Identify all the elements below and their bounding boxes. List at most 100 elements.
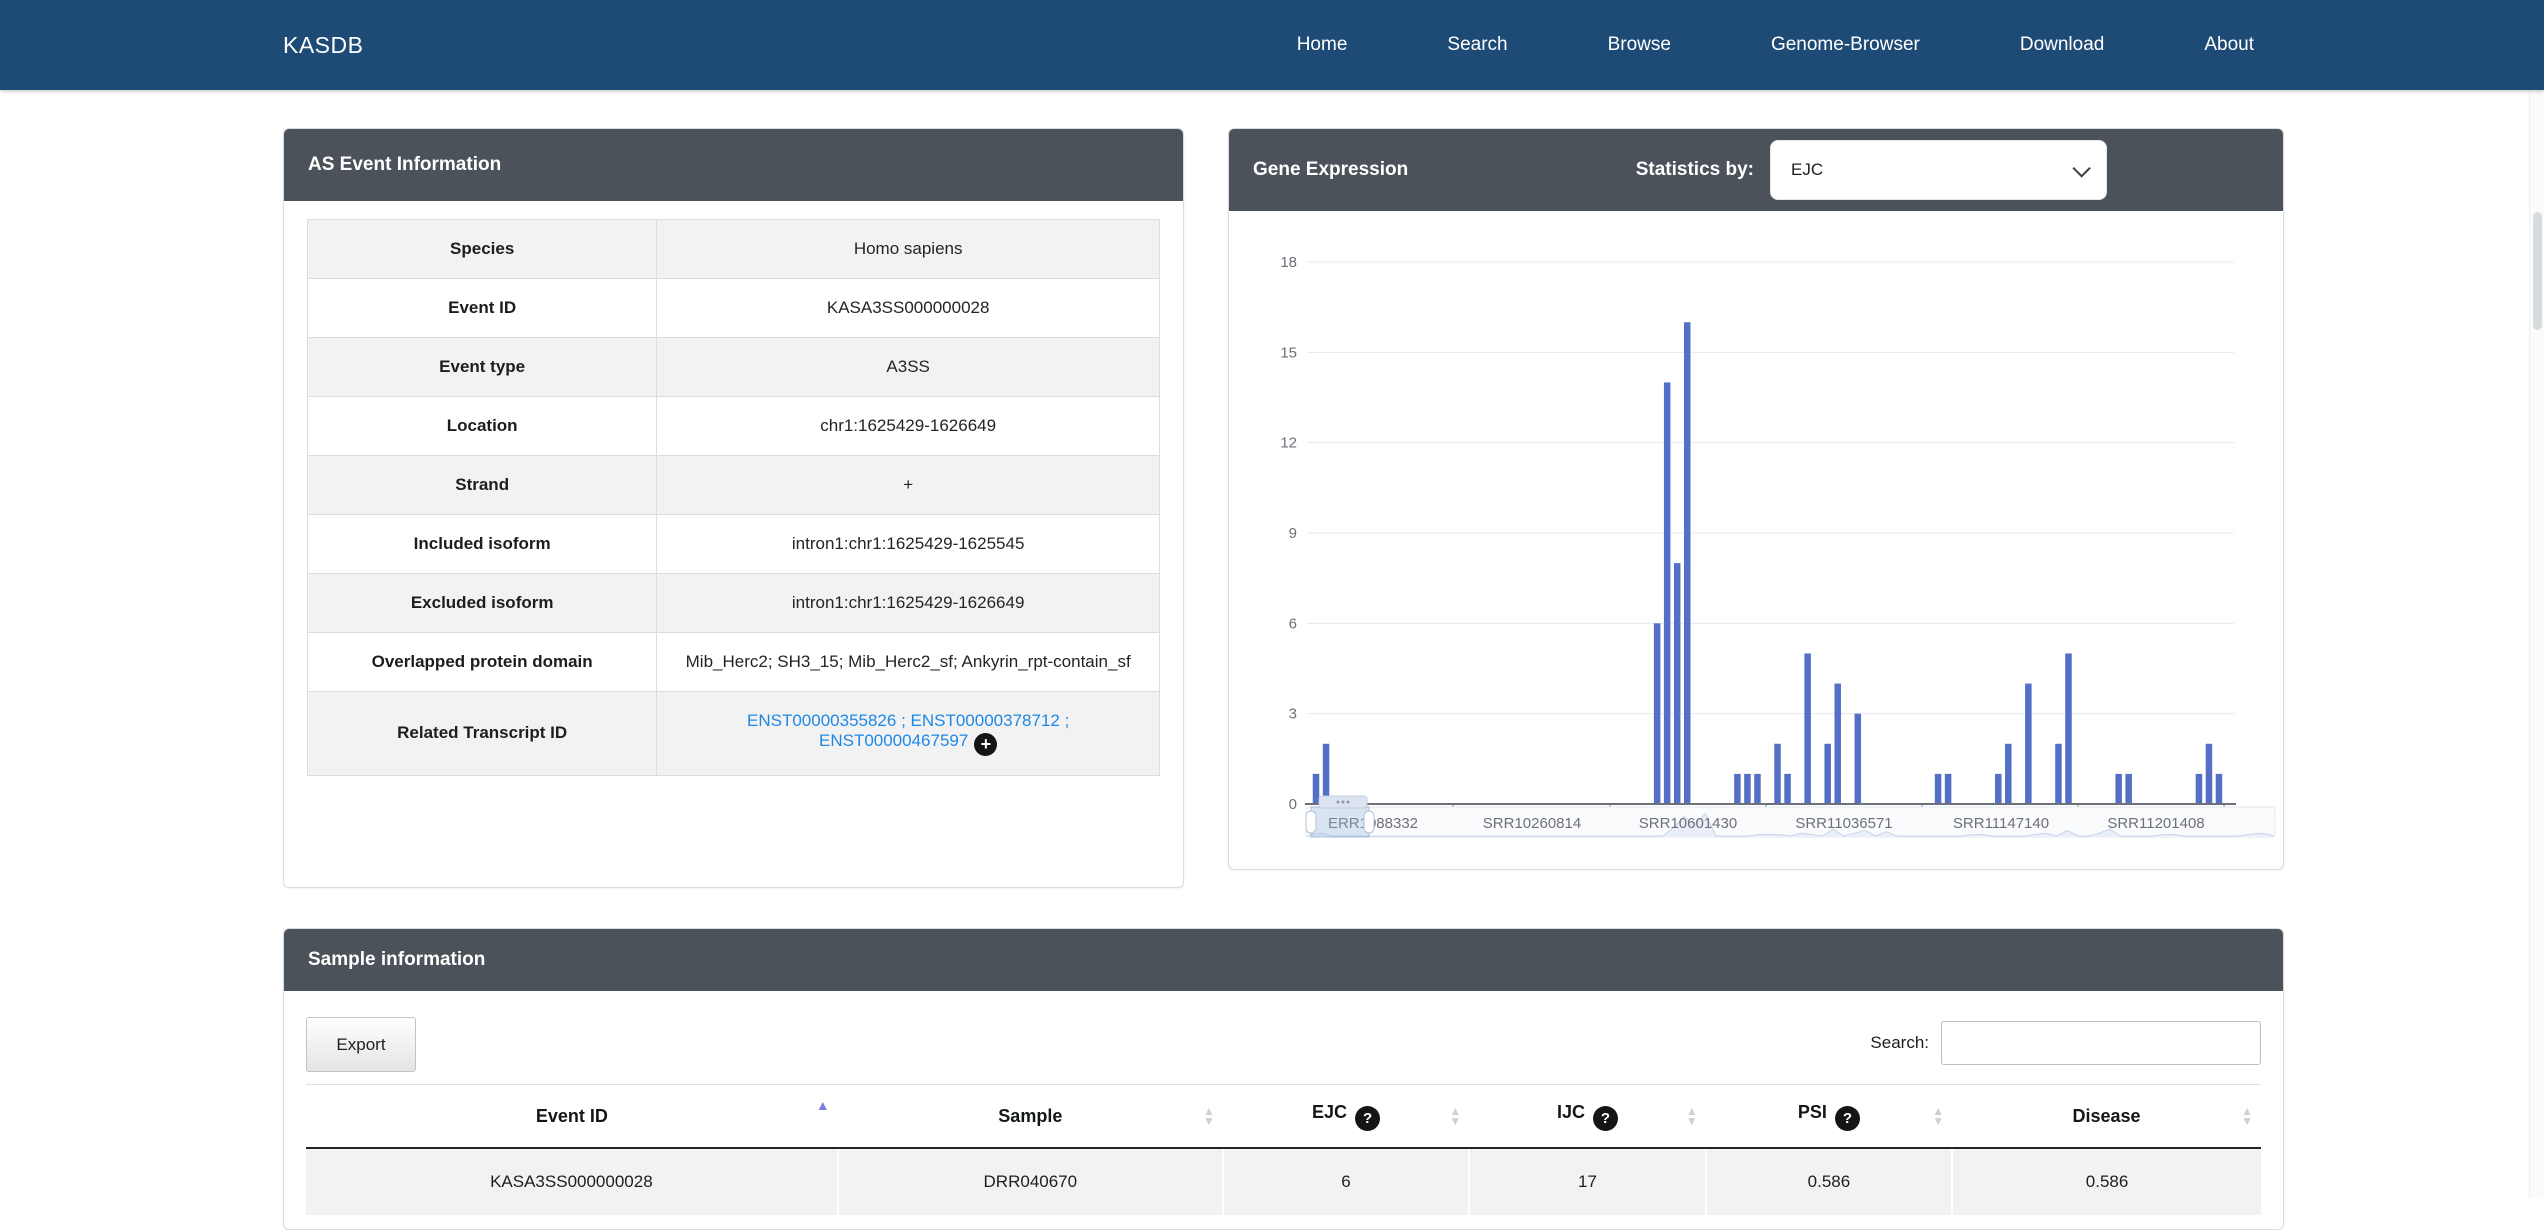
- column-header-psi[interactable]: PSI ▲▼: [1705, 1084, 1953, 1149]
- as-row-value: A3SS: [656, 337, 1160, 397]
- sort-arrows-icon: ▲ ▼: [2241, 1104, 2253, 1128]
- chevron-down-icon: [2072, 158, 2091, 178]
- column-header-ijc[interactable]: IJC ▲▼: [1469, 1084, 1706, 1149]
- svg-text:SRR11036571: SRR11036571: [1795, 815, 1892, 832]
- as-row-event-id: Event ID KASA3SS000000028: [306, 278, 1160, 338]
- svg-text:SRR11201408: SRR11201408: [2107, 815, 2204, 832]
- as-row-label: Overlapped protein domain: [306, 632, 658, 692]
- statistics-select-value: EJC: [1791, 160, 1824, 179]
- as-row-overlapped-protein-domain: Overlapped protein domain Mib_Herc2; SH3_…: [306, 632, 1160, 692]
- as-row-label: Event ID: [306, 278, 658, 338]
- transcript-link-enst00000467597[interactable]: ENST00000467597: [818, 731, 969, 750]
- as-row-event-type: Event type A3SS: [306, 337, 1160, 397]
- svg-text:18: 18: [1280, 254, 1297, 271]
- as-row-excluded-isoform: Excluded isoform intron1:chr1:1625429-162…: [306, 573, 1160, 633]
- sort-arrows-icon: ▲ ▼: [1449, 1104, 1462, 1128]
- svg-text:6: 6: [1289, 615, 1297, 632]
- as-event-table: Species Homo sapiens Event ID KASA3SS000000…: [306, 219, 1160, 776]
- as-row-location: Location chr1:1625429-1626649: [306, 396, 1160, 456]
- statistics-by-label: Statistics by:: [1635, 159, 1754, 180]
- cell-disease: 0.586: [1952, 1148, 2261, 1215]
- sort-arrows-icon: ▲ ▼: [1685, 1104, 1698, 1128]
- datazoom-data-profile: [1307, 812, 2274, 837]
- as-row-value: Homo sapiens: [656, 219, 1160, 279]
- datazoom-window[interactable]: [1310, 806, 1370, 838]
- cell-event-id: KASA3SS000000028: [306, 1148, 839, 1215]
- cell-psi: 0.586: [1705, 1148, 1954, 1215]
- help-question-icon[interactable]: [1834, 1105, 1860, 1131]
- gene-expression-panel-header: Gene Expression Statistics by: EJC: [1229, 129, 2283, 211]
- as-row-value: intron1:chr1:1625429-1625545: [656, 514, 1160, 574]
- as-event-panel-header: AS Event Information: [284, 129, 1183, 201]
- column-label: Event ID: [535, 1105, 608, 1126]
- y-gridlines: [1307, 261, 2234, 715]
- as-row-included-isoform: Included isoform intron1:chr1:1625429-162…: [306, 514, 1160, 574]
- column-label: PSI: [1797, 1101, 1827, 1122]
- transcript-link-enst00000378712[interactable]: ENST00000378712: [910, 711, 1060, 730]
- as-row-value: KASA3SS000000028: [656, 278, 1160, 338]
- svg-text:0: 0: [1289, 796, 1297, 813]
- datazoom-handle-right[interactable]: [1363, 810, 1375, 834]
- transcript-link-enst00000355826[interactable]: ENST00000355826: [747, 711, 897, 730]
- nav-item-browse[interactable]: Browse: [1607, 34, 1671, 55]
- panel-title: AS Event Information: [308, 154, 502, 175]
- nav-menu: Home Search Browse Genome-Browser Download Ab…: [1247, 0, 2304, 90]
- sample-panel-header: Sample information: [284, 929, 2283, 991]
- nav-item-download[interactable]: Download: [2019, 34, 2105, 55]
- sample-table: Event ID ▲ Sample ▲▼ EJC ▲▼ IJC ▲▼ PSI ▲▼ Disease ▲…: [306, 1084, 2261, 1215]
- link-separator: ;: [896, 711, 911, 730]
- sort-ascending-icon: ▲: [815, 1097, 830, 1113]
- as-row-strand: Strand +: [306, 455, 1160, 515]
- help-question-icon[interactable]: [1592, 1105, 1618, 1131]
- sort-arrows-icon: ▲ ▼: [1932, 1104, 1945, 1128]
- svg-text:15: 15: [1280, 344, 1297, 361]
- export-button[interactable]: Export: [306, 1017, 416, 1072]
- as-row-label: Location: [306, 396, 658, 456]
- as-row-related-transcript-id: Related Transcript ID ENST00000355826 ; E…: [306, 691, 1160, 776]
- gene-expression-bar-chart: 0369121518ERR1088332SRR10260814SRR106014…: [1280, 254, 2276, 838]
- as-row-label: Related Transcript ID: [306, 691, 658, 776]
- brand-logo[interactable]: KASDB: [283, 31, 364, 58]
- bars[interactable]: [1312, 322, 2223, 804]
- nav-item-about[interactable]: About: [2204, 34, 2254, 55]
- nav-item-home[interactable]: Home: [1296, 34, 1348, 55]
- table-row: KASA3SS000000028 DRR040670 6 17 0.586 0.586: [306, 1148, 2261, 1215]
- as-row-value: chr1:1625429-1626649: [656, 396, 1160, 456]
- expand-transcripts-plus-icon[interactable]: [974, 732, 998, 756]
- grip-dots-icon: [1336, 800, 1340, 804]
- sample-table-header-row: Event ID ▲ Sample ▲▼ EJC ▲▼ IJC ▲▼ PSI ▲▼ Disease ▲…: [306, 1084, 2261, 1149]
- svg-text:3: 3: [1289, 706, 1297, 723]
- grip-dots-icon: [1341, 800, 1345, 804]
- page-scrollbar: [2529, 0, 2544, 1198]
- gene-expression-panel: Gene Expression Statistics by: EJC 0 3 6 9 1…: [1228, 128, 2284, 870]
- panel-title: Sample information: [308, 949, 486, 970]
- as-row-value: intron1:chr1:1625429-1626649: [656, 573, 1160, 633]
- datazoom-handle-left[interactable]: [1305, 810, 1317, 834]
- y-axis-labels: 0 3 6 9 12 15 18: [1280, 254, 1297, 813]
- link-separator: ;: [1059, 711, 1070, 730]
- statistics-select[interactable]: EJC: [1770, 140, 2107, 200]
- scrollbar-thumb[interactable]: [2533, 212, 2542, 330]
- as-row-label: Species: [306, 219, 658, 279]
- cell-sample: DRR040670: [837, 1148, 1224, 1215]
- column-header-disease[interactable]: Disease ▲ ▼: [1952, 1084, 2261, 1149]
- sort-arrows-icon: ▲ ▼: [1202, 1104, 1215, 1128]
- as-row-species: Species Homo sapiens: [306, 219, 1160, 279]
- grip-dots-icon: [1346, 800, 1350, 804]
- search-input[interactable]: [1941, 1021, 2261, 1065]
- panel-title: Gene Expression: [1253, 159, 1409, 180]
- navbar: KASDB Home Search Browse Genome-Browser Down…: [0, 0, 2544, 90]
- sample-information-panel: Sample information Export Search: Event …: [283, 928, 2284, 1230]
- column-label: EJC: [1312, 1101, 1348, 1122]
- column-header-ejc[interactable]: EJC ▲▼: [1222, 1084, 1470, 1149]
- as-row-label: Strand: [306, 455, 658, 515]
- x-axis-labels: ERR1088332SRR10260814SRR10601430SRR11036…: [1328, 815, 2205, 832]
- cell-ejc: 6: [1222, 1148, 1471, 1215]
- as-event-info-panel: AS Event Information Species Homo sapiens…: [283, 128, 1184, 888]
- nav-item-genome-browser[interactable]: Genome-Browser: [1770, 34, 1920, 55]
- help-question-icon[interactable]: [1355, 1105, 1381, 1131]
- column-label: IJC: [1556, 1101, 1585, 1122]
- column-header-event-id[interactable]: Event ID ▲: [306, 1084, 838, 1149]
- nav-item-search[interactable]: Search: [1447, 34, 1508, 55]
- column-header-sample[interactable]: Sample ▲ ▼: [837, 1084, 1223, 1149]
